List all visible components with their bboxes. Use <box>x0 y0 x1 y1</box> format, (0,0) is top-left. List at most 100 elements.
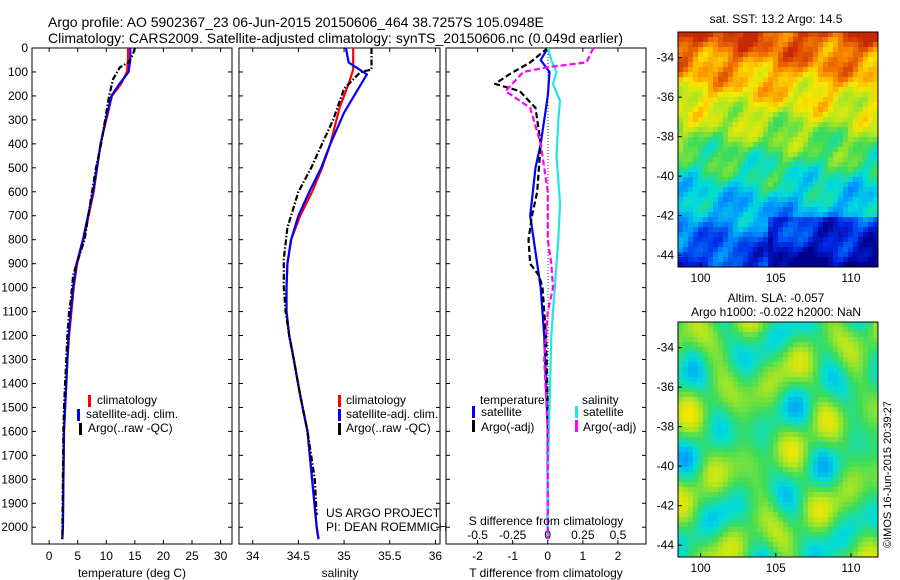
heatmap-cell <box>858 247 864 253</box>
heatmap-cell <box>738 247 744 253</box>
heatmap-cell <box>793 167 799 173</box>
heatmap-cell <box>743 522 749 528</box>
heatmap-cell <box>873 212 879 218</box>
heatmap-cell <box>768 92 774 98</box>
heatmap-cell <box>798 117 804 123</box>
heatmap-cell <box>758 132 764 138</box>
heatmap-cell <box>703 487 709 493</box>
heatmap-cell <box>713 412 719 418</box>
heatmap-cell <box>718 242 724 248</box>
heatmap-cell <box>828 462 834 468</box>
heatmap-cell <box>713 327 719 333</box>
heatmap-cell <box>718 412 724 418</box>
heatmap-cell <box>733 82 739 88</box>
heatmap-cell <box>873 442 879 448</box>
heatmap-cell <box>783 157 789 163</box>
heatmap-cell <box>873 537 879 543</box>
heatmap-cell <box>753 252 759 258</box>
heatmap-cell <box>873 477 879 483</box>
heatmap-cell <box>753 52 759 58</box>
heatmap-cell <box>718 187 724 193</box>
heatmap-cell <box>758 432 764 438</box>
heatmap-cell <box>683 552 689 558</box>
heatmap-cell <box>813 262 819 268</box>
heatmap-cell <box>708 47 714 53</box>
heatmap-cell <box>793 92 799 98</box>
heatmap-cell <box>823 452 829 458</box>
heatmap-cell <box>808 362 814 368</box>
heatmap-cell <box>848 162 854 168</box>
heatmap-cell <box>763 337 769 343</box>
heatmap-cell <box>853 202 859 208</box>
heatmap-cell <box>818 382 824 388</box>
heatmap-cell <box>733 172 739 178</box>
heatmap-cell <box>743 62 749 68</box>
heatmap-cell <box>733 262 739 268</box>
heatmap-cell <box>753 117 759 123</box>
heatmap-cell <box>688 252 694 258</box>
heatmap-cell <box>753 542 759 548</box>
heatmap-cell <box>688 462 694 468</box>
heatmap-cell <box>793 482 799 488</box>
heatmap-cell <box>858 367 864 373</box>
heatmap-cell <box>843 512 849 518</box>
heatmap-cell <box>788 382 794 388</box>
heatmap-cell <box>743 532 749 538</box>
heatmap-cell <box>778 232 784 238</box>
heatmap-cell <box>858 427 864 433</box>
heatmap-cell <box>873 457 879 463</box>
heatmap-cell <box>788 422 794 428</box>
heatmap-cell <box>688 492 694 498</box>
heatmap-cell <box>743 177 749 183</box>
heatmap-cell <box>798 392 804 398</box>
heatmap-cell <box>678 152 684 158</box>
heatmap-cell <box>733 232 739 238</box>
heatmap-cell <box>843 532 849 538</box>
heatmap-cell <box>858 112 864 118</box>
heatmap-cell <box>733 392 739 398</box>
heatmap-cell <box>808 497 814 503</box>
heatmap-cell <box>723 107 729 113</box>
heatmap-cell <box>768 432 774 438</box>
heatmap-cell <box>748 442 754 448</box>
heatmap-cell <box>843 402 849 408</box>
heatmap-cell <box>783 232 789 238</box>
heatmap-cell <box>793 87 799 93</box>
heatmap-cell <box>768 427 774 433</box>
heatmap-cell <box>843 462 849 468</box>
heatmap-cell <box>708 52 714 58</box>
heatmap-cell <box>828 187 834 193</box>
heatmap-cell <box>808 437 814 443</box>
heatmap-cell <box>818 527 824 533</box>
heatmap-cell <box>813 237 819 243</box>
heatmap-cell <box>703 527 709 533</box>
heatmap-cell <box>748 102 754 108</box>
heatmap-cell <box>848 437 854 443</box>
heatmap-cell <box>853 212 859 218</box>
heatmap-cell <box>853 87 859 93</box>
heatmap-cell <box>698 42 704 48</box>
heatmap-cell <box>858 527 864 533</box>
heatmap-cell <box>793 247 799 253</box>
heatmap-cell <box>868 177 874 183</box>
heatmap-cell <box>778 437 784 443</box>
heatmap-cell <box>763 347 769 353</box>
heatmap-cell <box>873 517 879 523</box>
heatmap-cell <box>763 362 769 368</box>
heatmap-cell <box>728 327 734 333</box>
heatmap-cell <box>863 482 869 488</box>
heatmap-cell <box>803 252 809 258</box>
heatmap-cell <box>843 127 849 133</box>
heatmap-cell <box>783 497 789 503</box>
heatmap-cell <box>868 222 874 228</box>
heatmap-cell <box>813 487 819 493</box>
heatmap-cell <box>728 192 734 198</box>
heatmap-cell <box>678 347 684 353</box>
heatmap-cell <box>833 162 839 168</box>
heatmap-cell <box>773 362 779 368</box>
heatmap-cell <box>863 327 869 333</box>
heatmap-cell <box>868 237 874 243</box>
heatmap-cell <box>718 442 724 448</box>
heatmap-cell <box>843 497 849 503</box>
heatmap-cell <box>868 147 874 153</box>
